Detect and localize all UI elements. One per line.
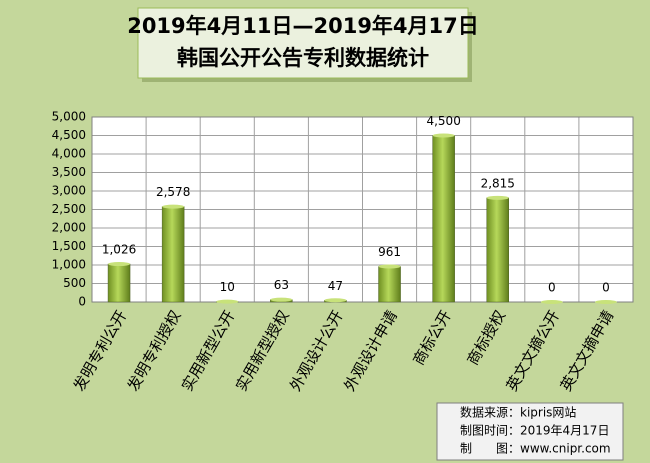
bar-top [324, 298, 347, 303]
y-tick-label: 1,500 [52, 239, 86, 253]
data-label: 47 [328, 279, 343, 293]
data-label: 4,500 [426, 114, 460, 128]
y-tick-label: 4,500 [52, 128, 86, 142]
source-note: 制 图：www.cnipr.com [460, 442, 611, 456]
y-tick-label: 4,000 [52, 147, 86, 161]
bar [161, 206, 185, 303]
bar [378, 266, 401, 303]
y-tick-label: 3,000 [52, 184, 86, 198]
y-tick-label: 1,000 [52, 258, 86, 272]
chart-title: 2019年4月11日—2019年4月17日 [127, 14, 479, 38]
y-tick-label: 0 [78, 295, 86, 309]
bar-top [540, 300, 563, 304]
plot-border [91, 116, 634, 303]
data-label: 961 [378, 245, 401, 259]
data-label: 10 [220, 280, 235, 294]
chart-title: 韩国公开公告专利数据统计 [177, 46, 429, 70]
data-label: 63 [274, 278, 289, 292]
bar [432, 135, 455, 303]
y-tick-label: 2,000 [52, 221, 86, 235]
data-label: 1,026 [102, 243, 136, 257]
bar-top [432, 133, 455, 138]
bar-top [162, 204, 185, 209]
data-label: 0 [602, 281, 610, 295]
y-tick-label: 500 [63, 276, 86, 290]
bar-top [486, 195, 509, 200]
data-label: 2,815 [481, 176, 515, 190]
y-tick-label: 5,000 [52, 110, 86, 124]
source-box [436, 402, 624, 461]
bar-top [378, 264, 401, 269]
y-tick-label: 2,500 [52, 202, 86, 216]
bar-top [216, 299, 239, 304]
title-box [137, 7, 469, 79]
data-label: 0 [548, 281, 556, 295]
y-tick-label: 3,500 [52, 165, 86, 179]
bar [107, 263, 131, 303]
source-note: 制图时间：2019年4月17日 [460, 424, 609, 438]
source-note: 数据来源：kipris网站 [460, 405, 576, 420]
bar-top [108, 262, 131, 267]
bar-top [594, 300, 617, 304]
data-label: 2,578 [156, 185, 190, 199]
bar-top [270, 297, 293, 302]
bar [486, 197, 509, 303]
